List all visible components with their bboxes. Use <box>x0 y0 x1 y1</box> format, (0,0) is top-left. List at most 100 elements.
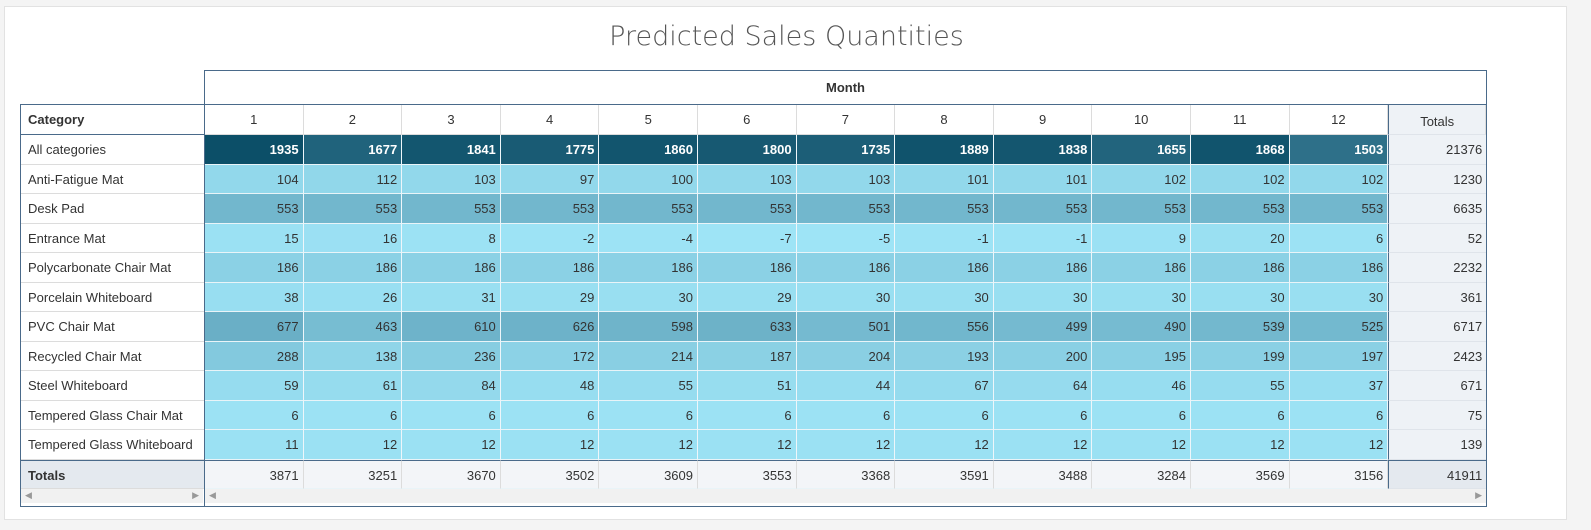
data-cell: 6 <box>500 400 600 430</box>
month-header: 8 <box>895 105 994 135</box>
data-cell: 8 <box>402 223 501 253</box>
data-cell: 6 <box>796 400 896 430</box>
row-label: Entrance Mat <box>21 224 205 253</box>
scroll-left-icon[interactable]: ◀ <box>25 490 32 500</box>
row-label: Desk Pad <box>21 194 205 224</box>
data-cell: 553 <box>500 194 600 224</box>
data-cell: 103 <box>402 164 501 194</box>
row-total-cell: 671 <box>1388 371 1487 401</box>
column-total-cell: 3156 <box>1289 459 1389 489</box>
data-cell: 1655 <box>1092 135 1191 165</box>
data-cell: -5 <box>796 223 896 253</box>
data-cell: 556 <box>895 312 994 342</box>
data-cell: -1 <box>993 223 1093 253</box>
data-panel-scrollbar[interactable]: ◀ ▶ <box>205 489 1486 503</box>
data-cell: 30 <box>993 282 1093 312</box>
data-cell: 48 <box>500 371 600 401</box>
data-cell: 12 <box>895 430 994 460</box>
data-cell: 67 <box>895 371 994 401</box>
row-total-cell: 21376 <box>1388 135 1487 165</box>
column-total-cell: 3488 <box>993 459 1093 489</box>
data-cell: 12 <box>796 430 896 460</box>
row-label: Tempered Glass Chair Mat <box>21 401 205 430</box>
column-total-cell: 3284 <box>1092 459 1191 489</box>
data-cell: 44 <box>796 371 896 401</box>
data-cell: 186 <box>599 253 698 283</box>
data-cell: -4 <box>599 223 698 253</box>
data-cell: 6 <box>303 400 403 430</box>
data-cell: 1889 <box>895 135 994 165</box>
data-cell: 6 <box>993 400 1093 430</box>
row-total-cell: 6717 <box>1388 312 1487 342</box>
pivot-table: Category All categories Anti-Fatigue Mat De… <box>20 70 1487 507</box>
data-cell: 214 <box>599 341 698 371</box>
scroll-right-icon[interactable]: ▶ <box>1475 490 1482 500</box>
row-total-cell: 6635 <box>1388 194 1487 224</box>
data-cell: 6 <box>205 400 304 430</box>
column-total-cell: 3553 <box>698 459 797 489</box>
data-cell: 9 <box>1092 223 1191 253</box>
data-cell: 186 <box>1092 253 1191 283</box>
data-cell: 15 <box>205 223 304 253</box>
row-total-cell: 2232 <box>1388 253 1487 283</box>
data-panel: Month 1 2 3 4 5 6 7 8 9 10 11 12 Totals 1935 1677 1841 17… <box>204 70 1487 507</box>
data-cell: 525 <box>1289 312 1389 342</box>
data-cell: 6 <box>1289 223 1389 253</box>
data-cell: 463 <box>303 312 403 342</box>
data-cell: 553 <box>1191 194 1290 224</box>
data-cell: 6 <box>698 400 797 430</box>
data-cell: 186 <box>1289 253 1389 283</box>
data-cell: 38 <box>205 282 304 312</box>
data-cell: 186 <box>796 253 896 283</box>
data-cell: 6 <box>1191 400 1290 430</box>
data-cell: 553 <box>796 194 896 224</box>
scroll-right-icon[interactable]: ▶ <box>192 490 199 500</box>
totals-column-header: Totals <box>1388 105 1487 135</box>
column-total-cell: 3609 <box>599 459 698 489</box>
data-cell: 1838 <box>993 135 1093 165</box>
data-cell: 103 <box>796 164 896 194</box>
column-total-cell: 3251 <box>303 459 403 489</box>
data-cell: 598 <box>599 312 698 342</box>
data-cell: 102 <box>1092 164 1191 194</box>
row-total-cell: 1230 <box>1388 164 1487 194</box>
data-cell: 97 <box>500 164 600 194</box>
row-panel-scrollbar[interactable]: ◀ ▶ <box>21 489 203 503</box>
chart-title: Predicted Sales Quantities <box>609 21 964 52</box>
data-cell: 187 <box>698 341 797 371</box>
data-cell: 64 <box>993 371 1093 401</box>
month-header: 5 <box>599 105 698 135</box>
data-cell: 102 <box>1191 164 1290 194</box>
data-cell: 112 <box>303 164 403 194</box>
column-total-cell: 3569 <box>1191 459 1290 489</box>
data-cell: 103 <box>698 164 797 194</box>
data-cell: 490 <box>1092 312 1191 342</box>
data-cell: 46 <box>1092 371 1191 401</box>
row-label: Recycled Chair Mat <box>21 342 205 371</box>
data-cell: 186 <box>303 253 403 283</box>
data-cell: 12 <box>303 430 403 460</box>
data-cell: 1503 <box>1289 135 1389 165</box>
data-cell: 186 <box>698 253 797 283</box>
data-cell: 199 <box>1191 341 1290 371</box>
data-cell: 26 <box>303 282 403 312</box>
data-cell: 186 <box>895 253 994 283</box>
data-cell: 29 <box>500 282 600 312</box>
data-cell: 6 <box>895 400 994 430</box>
row-total-cell: 361 <box>1388 282 1487 312</box>
data-cell: 186 <box>205 253 304 283</box>
data-cell: 1860 <box>599 135 698 165</box>
data-cell: 200 <box>993 341 1093 371</box>
column-total-cell: 3871 <box>205 459 304 489</box>
data-cell: 6 <box>1092 400 1191 430</box>
data-cell: 12 <box>1092 430 1191 460</box>
scroll-left-icon[interactable]: ◀ <box>209 490 216 500</box>
data-cell: 539 <box>1191 312 1290 342</box>
row-header-category: Category <box>21 105 205 135</box>
data-cell: 55 <box>599 371 698 401</box>
data-cell: 186 <box>993 253 1093 283</box>
data-cell: 553 <box>698 194 797 224</box>
column-total-cell: 3591 <box>895 459 994 489</box>
month-header: 12 <box>1289 105 1389 135</box>
data-cell: 553 <box>993 194 1093 224</box>
